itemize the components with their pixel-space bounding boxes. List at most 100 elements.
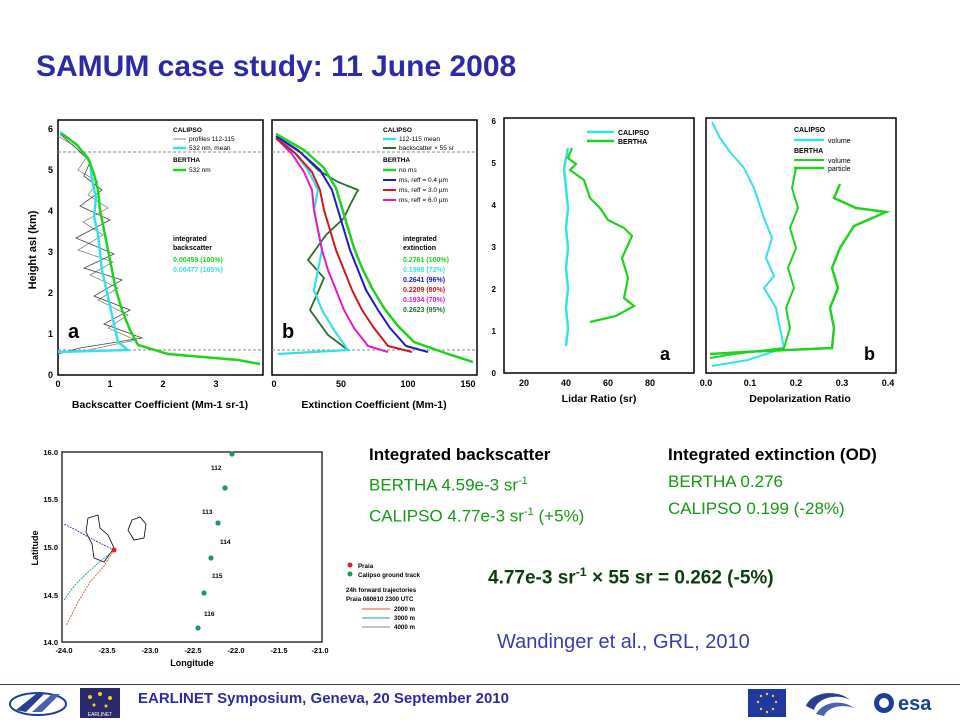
svg-text:CALIPSO: CALIPSO: [173, 127, 202, 134]
svg-text:EARLINET: EARLINET: [88, 712, 112, 718]
plot-a-frame: [57, 119, 264, 376]
plot-a-xtick-0: 0: [55, 379, 60, 389]
svg-text:ms, reff = 6.0 µm: ms, reff = 6.0 µm: [399, 197, 448, 204]
praia-marker: [111, 547, 117, 553]
plot-a-panel-label: a: [68, 321, 80, 343]
plot-a-value-calipso: 0.00477 (105%): [173, 267, 223, 274]
plot-b-xtick-1: 50: [336, 379, 346, 389]
extinction-heading: Integrated extinction (OD): [668, 445, 877, 464]
map-legend: Praia Calipso ground track 24h forward t…: [346, 562, 420, 631]
svg-text:profiles 112-115: profiles 112-115: [189, 136, 235, 143]
profile-plots-cd: 0 1 2 3 4 5 6 20 40 60 80 Lidar Ratio (s…: [492, 117, 897, 405]
svg-text:0.2623 (95%): 0.2623 (95%): [403, 307, 445, 314]
backscatter-bertha: BERTHA 4.59e-3 sr-1: [369, 475, 528, 495]
map-frame: [61, 451, 323, 643]
plot-c-legend: CALIPSO BERTHA: [587, 130, 650, 146]
svg-text:24h forward trajectories: 24h forward trajectories: [346, 587, 417, 594]
svg-text:60: 60: [603, 378, 613, 388]
calipso-track: [195, 451, 235, 631]
extinction-bertha: BERTHA 0.276: [668, 472, 783, 491]
eu-flag-logo: [748, 689, 786, 717]
trajectory-3000m: [63, 549, 115, 601]
plot-a-ylabel: Height asl (km): [27, 210, 39, 289]
plot-d-bertha-volume-curve: [709, 167, 800, 359]
svg-text:Praia: Praia: [358, 563, 374, 570]
plot-c-bertha-curve: [566, 147, 636, 324]
plot-b-ms04-curve: [275, 135, 429, 353]
svg-text:-23.0: -23.0: [141, 646, 158, 655]
svg-text:116: 116: [204, 611, 215, 618]
plot-a-integrated-title: integrated: [173, 236, 207, 243]
footer-divider: [0, 684, 960, 685]
backscatter-stats: Integrated backscatter BERTHA 4.59e-3 sr…: [369, 441, 584, 529]
plot-b-legend: CALIPSO 112-115 mean backscatter × 55 sr…: [383, 127, 455, 204]
plot-d-legend: CALIPSO volume BERTHA volume particle: [794, 127, 851, 173]
plot-b-xlabel: Extinction Coefficient (Mm-1): [301, 399, 446, 411]
island-santiago: [85, 514, 115, 563]
plot-b-frame: [271, 119, 478, 376]
svg-text:14.5: 14.5: [43, 591, 58, 600]
svg-text:6: 6: [492, 117, 497, 126]
svg-text:40: 40: [561, 378, 571, 388]
svg-text:0.2209 (80%): 0.2209 (80%): [403, 287, 445, 294]
plot-c-calipso-curve: [562, 147, 570, 347]
plot-a-profiles-curve: [57, 135, 138, 353]
svg-text:3000 m: 3000 m: [394, 615, 415, 622]
svg-text:115: 115: [212, 573, 223, 580]
svg-text:80: 80: [645, 378, 655, 388]
earlinet-logo: EARLINET: [80, 688, 120, 718]
plot-a-ytick-2: 2: [48, 288, 53, 298]
svg-text:15.0: 15.0: [43, 543, 58, 552]
plot-d-calipso-volume-curve: [711, 121, 786, 367]
plot-a-bertha-curve: [61, 132, 261, 366]
plot-d-bertha-particle-curve: [709, 183, 891, 356]
plot-a-ytick-3: 3: [48, 247, 53, 257]
svg-text:-21.0: -21.0: [311, 646, 328, 655]
svg-text:16.0: 16.0: [43, 448, 58, 457]
svg-text:0.1: 0.1: [744, 378, 757, 388]
plot-c-xlabel: Lidar Ratio (sr): [562, 393, 637, 405]
plot-a-ytick-4: 4: [48, 206, 53, 216]
plot-a-xtick-3: 3: [213, 379, 218, 389]
svg-text:esa: esa: [898, 693, 932, 715]
svg-text:-22.5: -22.5: [184, 646, 201, 655]
plot-a-calipso-mean-curve: [57, 131, 132, 354]
svg-text:extinction: extinction: [403, 245, 436, 252]
esa-logo: esa: [872, 689, 954, 717]
svg-text:-21.5: -21.5: [270, 646, 287, 655]
svg-text:112-115 mean: 112-115 mean: [399, 136, 440, 143]
plot-a-value-bertha: 0.00459 (100%): [173, 257, 223, 264]
backscatter-calipso: CALIPSO 4.77e-3 sr-1 (+5%): [369, 505, 585, 526]
plot-d-xlabel: Depolarization Ratio: [749, 393, 851, 405]
svg-text:ms, reff = 3.0 µm: ms, reff = 3.0 µm: [399, 187, 448, 194]
plot-a-xtick-1: 1: [107, 379, 112, 389]
svg-text:3: 3: [492, 243, 497, 252]
svg-text:volume: volume: [828, 138, 851, 145]
svg-text:BERTHA: BERTHA: [618, 139, 647, 146]
svg-text:14.0: 14.0: [43, 638, 58, 647]
svg-text:0.1988 (72%): 0.1988 (72%): [403, 267, 445, 274]
trajectory-2000m: [65, 549, 115, 627]
plot-a-xtick-2: 2: [160, 379, 165, 389]
plot-a-ytick-5: 5: [48, 165, 53, 175]
svg-text:532 nm: 532 nm: [189, 167, 211, 174]
plot-b-panel-label: b: [282, 321, 294, 343]
backscatter-heading: Integrated backscatter: [369, 445, 551, 464]
svg-text:112: 112: [211, 465, 222, 472]
page-title: SAMUM case study: 11 June 2008: [36, 50, 517, 83]
plot-a-xlabel: Backscatter Coefficient (Mm-1 sr-1): [72, 399, 248, 411]
svg-text:4000 m: 4000 m: [394, 624, 415, 631]
plot-b-calipso-backscatter-curve: [275, 135, 360, 355]
plot-b-ms6-curve: [275, 137, 389, 353]
svg-text:backscatter: backscatter: [173, 245, 212, 252]
svg-text:0.3: 0.3: [836, 378, 849, 388]
svg-text:15.5: 15.5: [43, 495, 58, 504]
svg-text:-22.0: -22.0: [227, 646, 244, 655]
plot-b-integrated-title: integrated: [403, 236, 437, 243]
swirl-logo: [806, 693, 854, 716]
plot-c-panel-label: a: [660, 344, 671, 364]
svg-text:20: 20: [519, 378, 529, 388]
svg-text:CALIPSO: CALIPSO: [794, 127, 826, 134]
footer-text: EARLINET Symposium, Geneva, 20 September…: [138, 690, 509, 707]
svg-text:2000 m: 2000 m: [394, 606, 415, 613]
